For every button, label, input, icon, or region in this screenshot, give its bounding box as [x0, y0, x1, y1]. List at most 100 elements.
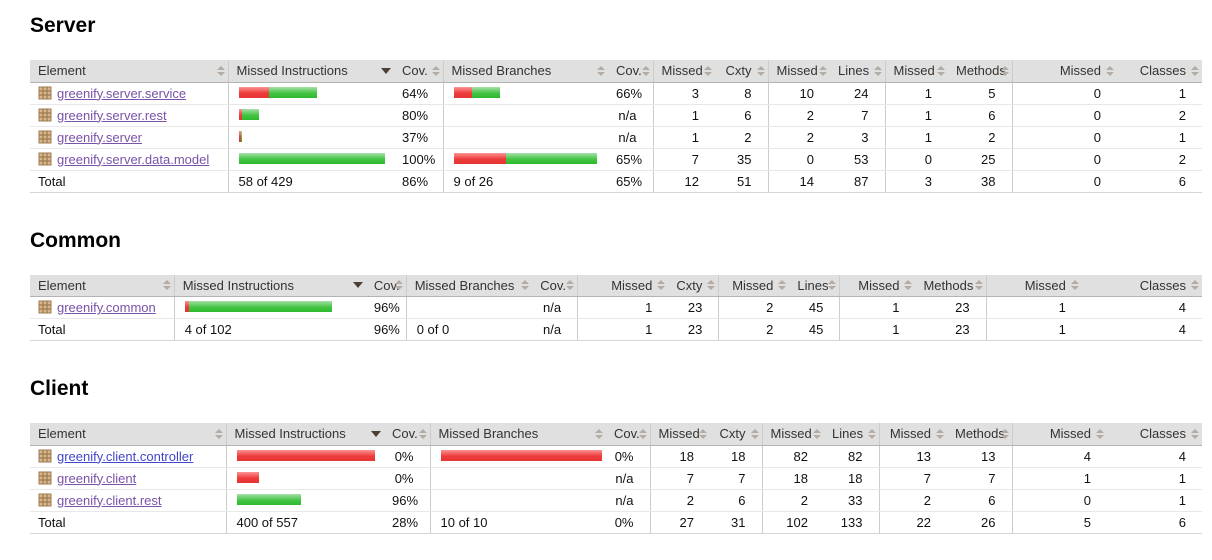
column-header[interactable]: Missed	[884, 60, 948, 83]
column-header-label: Missed Branches	[438, 426, 539, 442]
missed-bar	[453, 152, 506, 164]
package-link[interactable]: greenify.server.rest	[57, 107, 167, 123]
sort-icon	[566, 280, 575, 291]
column-header[interactable]: Element	[30, 274, 175, 297]
column-header[interactable]: Cov.	[384, 423, 430, 446]
column-header[interactable]: Cov.	[394, 60, 443, 83]
total-counter-cell: 14	[767, 169, 830, 193]
column-header[interactable]: Missed Branches	[405, 274, 533, 297]
column-header[interactable]: Cov.	[608, 60, 653, 83]
package-link[interactable]: greenify.server	[57, 129, 143, 145]
package-icon	[38, 300, 52, 314]
sort-icon	[873, 65, 882, 76]
sort-icon	[707, 280, 716, 291]
counter-cell: 1	[577, 296, 669, 319]
sort-icon	[936, 428, 944, 439]
table-row: greenify.common 96% n/a 1 23 2 45 1 23 1 4	[30, 296, 1202, 319]
column-header[interactable]: Missed	[652, 60, 715, 83]
column-header[interactable]: Missed	[1011, 423, 1107, 446]
column-header[interactable]: Missed	[878, 423, 947, 446]
column-header[interactable]: Missed	[577, 274, 669, 297]
column-header[interactable]: Missed	[839, 274, 916, 297]
column-header[interactable]: Cov.	[606, 423, 650, 446]
column-header[interactable]: Methods	[915, 274, 987, 297]
element-cell: greenify.server.service	[30, 82, 228, 105]
column-header[interactable]: Methods	[947, 423, 1012, 446]
column-header[interactable]: Missed	[985, 274, 1082, 297]
total-counter-cell: 27	[649, 510, 710, 534]
table-row: greenify.client.rest 96% n/a 2 6 2 33 2 6 0 1	[30, 489, 1202, 512]
total-missed-instructions: 400 of 557	[225, 510, 384, 534]
counter-cell: 2	[649, 489, 710, 512]
column-header-label: Lines	[797, 277, 829, 293]
total-row: Total 400 of 557 28% 10 of 10 0% 27 31 102 133 22…	[30, 510, 1202, 534]
counter-cell: 1	[1107, 467, 1202, 490]
total-counter-cell: 23	[668, 318, 719, 341]
column-header[interactable]: Missed Instructions	[173, 274, 366, 297]
column-header[interactable]: Missed	[649, 423, 710, 446]
counter-cell: 13	[947, 445, 1012, 468]
sort-icon	[162, 280, 171, 291]
branch-coverage-cell: n/a	[608, 104, 653, 127]
sort-icon	[418, 428, 427, 439]
column-header[interactable]: Missed	[718, 274, 790, 297]
instruction-coverage-cell: 64%	[394, 82, 443, 105]
column-header-label: Missed	[770, 426, 812, 442]
package-link[interactable]: greenify.client.rest	[57, 492, 162, 508]
column-header[interactable]: Methods	[948, 60, 1012, 83]
element-cell: greenify.server	[30, 126, 228, 149]
column-header[interactable]: Classes	[1107, 423, 1202, 446]
column-header[interactable]: Cov.	[532, 274, 578, 297]
package-link[interactable]: greenify.client.controller	[57, 448, 194, 464]
counter-cell: 6	[947, 489, 1012, 512]
column-header[interactable]: Classes	[1081, 274, 1202, 297]
column-header[interactable]: Missed Instructions	[225, 423, 384, 446]
counter-cell: 13	[878, 445, 947, 468]
counter-cell: 0	[1011, 104, 1117, 127]
package-link[interactable]: greenify.client	[57, 470, 137, 486]
column-header[interactable]: Lines	[830, 60, 885, 83]
counter-cell: 1	[1107, 489, 1202, 512]
counter-cell: 18	[710, 445, 762, 468]
package-link[interactable]: greenify.server.service	[57, 85, 187, 101]
column-header[interactable]: Missed	[761, 423, 824, 446]
counter-cell: 6	[715, 104, 768, 127]
element-cell: greenify.client.rest	[30, 489, 226, 512]
column-header[interactable]: Missed Branches	[442, 60, 608, 83]
table-row: greenify.client 0% n/a 7 7 18 18 7 7 1 1	[30, 467, 1202, 490]
total-counter-cell: 6	[1117, 169, 1202, 193]
column-header[interactable]: Element	[30, 60, 228, 83]
missed-branches-cell	[429, 467, 606, 490]
column-header[interactable]: Missed	[1011, 60, 1117, 83]
counter-cell: 1	[1117, 126, 1202, 149]
missed-instructions-cell	[225, 467, 384, 490]
column-header[interactable]: Cxty	[715, 60, 768, 83]
column-header[interactable]: Missed Branches	[429, 423, 606, 446]
column-header[interactable]: Lines	[789, 274, 840, 297]
total-counter-cell: 5	[1011, 510, 1107, 534]
column-header[interactable]: Classes	[1117, 60, 1202, 83]
sort-icon	[431, 65, 440, 76]
sort-icon	[352, 282, 363, 289]
package-link[interactable]: greenify.common	[57, 300, 156, 315]
sort-icon	[1000, 428, 1009, 439]
column-header[interactable]: Element	[30, 423, 226, 446]
column-header-label: Classes	[1139, 277, 1186, 293]
counter-cell: 7	[710, 467, 762, 490]
column-header[interactable]: Cov.	[365, 274, 407, 297]
column-header[interactable]: Missed	[767, 60, 830, 83]
column-header[interactable]: Lines	[824, 423, 879, 446]
column-header[interactable]: Cxty	[710, 423, 762, 446]
missed-branches-cell	[442, 82, 608, 105]
column-header[interactable]: Missed Instructions	[227, 60, 394, 83]
covered-bar	[240, 130, 242, 142]
missed-instructions-cell	[227, 148, 394, 171]
counter-cell: 0	[884, 148, 948, 171]
total-counter-cell: 31	[710, 510, 762, 534]
column-header[interactable]: Cxty	[668, 274, 719, 297]
package-link[interactable]: greenify.server.data.model	[57, 151, 210, 167]
instruction-coverage-cell: 80%	[394, 104, 443, 127]
counter-cell: 1	[1011, 467, 1107, 490]
column-header-label: Missed	[611, 277, 653, 293]
instruction-coverage-cell: 37%	[394, 126, 443, 149]
